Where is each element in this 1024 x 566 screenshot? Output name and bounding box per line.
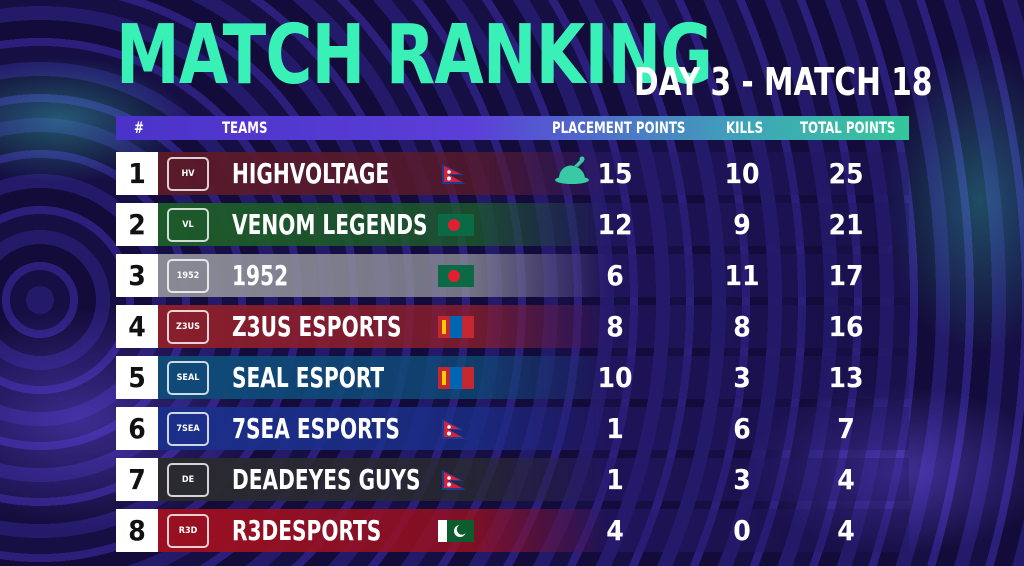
- placement-points: 15: [597, 157, 633, 190]
- placement-points: 1: [606, 463, 624, 496]
- rank-cell: 7: [116, 458, 158, 501]
- rank-cell: 1: [116, 152, 158, 195]
- team-emblem-icon: R3D: [167, 513, 209, 548]
- nepal-flag-icon: [438, 163, 474, 185]
- total-points: 4: [837, 514, 855, 547]
- bangladesh-flag-icon: [438, 265, 474, 287]
- table-row: 3 1952 1952 6 11 17: [116, 254, 909, 297]
- team-emblem-icon: HV: [167, 156, 209, 191]
- kills: 3: [733, 361, 751, 394]
- kills: 10: [724, 157, 760, 190]
- chicken-dinner-icon: [554, 156, 590, 190]
- table-row: 5 SEAL SEAL ESPORT 10 3 13: [116, 356, 909, 399]
- total-points: 17: [828, 259, 864, 292]
- kills: 3: [733, 463, 751, 496]
- mongolia-flag-icon: [438, 367, 474, 389]
- team-emblem-icon: SEAL: [167, 360, 209, 395]
- rank-cell: 8: [116, 509, 158, 552]
- bangladesh-flag-icon: [438, 214, 474, 236]
- team-name: 1952: [232, 259, 289, 292]
- placement-points: 1: [606, 412, 624, 445]
- team-name: VENOM LEGENDS: [232, 208, 428, 241]
- placement-points: 4: [606, 514, 624, 547]
- team-emblem-icon: 7SEA: [167, 411, 209, 446]
- col-total: TOTAL POINTS: [800, 118, 896, 137]
- team-logo: DE: [160, 458, 216, 501]
- kills: 8: [733, 310, 751, 343]
- team-logo: HV: [160, 152, 216, 195]
- total-points: 4: [837, 463, 855, 496]
- mongolia-flag-icon: [438, 316, 474, 338]
- table-row: 1 HV HIGHVOLTAGE 15 10 25: [116, 152, 909, 195]
- nepal-flag-icon: [438, 469, 474, 491]
- team-emblem-icon: VL: [167, 207, 209, 242]
- placement-points: 12: [597, 208, 633, 241]
- rank-cell: 6: [116, 407, 158, 450]
- team-logo: Z3US: [160, 305, 216, 348]
- team-name: HIGHVOLTAGE: [232, 157, 390, 190]
- page-title: MATCH RANKING: [116, 8, 713, 103]
- team-name: R3DESPORTS: [232, 514, 382, 547]
- table-row: 6 7SEA 7SEA ESPORTS 1 6 7: [116, 407, 909, 450]
- col-teams: TEAMS: [222, 118, 268, 137]
- total-points: 25: [828, 157, 864, 190]
- team-emblem-icon: Z3US: [167, 309, 209, 344]
- team-logo: 1952: [160, 254, 216, 297]
- kills: 11: [724, 259, 760, 292]
- rank-cell: 4: [116, 305, 158, 348]
- total-points: 16: [828, 310, 864, 343]
- placement-points: 10: [597, 361, 633, 394]
- match-subtitle: DAY 3 - MATCH 18: [634, 60, 933, 104]
- team-emblem-icon: 1952: [167, 258, 209, 293]
- table-row: 4 Z3US Z3US ESPORTS 8 8 16: [116, 305, 909, 348]
- table-row: 8 R3D R3DESPORTS 4 0 4: [116, 509, 909, 552]
- team-name: SEAL ESPORT: [232, 361, 385, 394]
- team-logo: VL: [160, 203, 216, 246]
- kills: 0: [733, 514, 751, 547]
- team-emblem-icon: DE: [167, 462, 209, 497]
- table-row: 7 DE DEADEYES GUYS 1 3 4: [116, 458, 909, 501]
- team-name: 7SEA ESPORTS: [232, 412, 400, 445]
- table-row: 2 VL VENOM LEGENDS 12 9 21: [116, 203, 909, 246]
- total-points: 13: [828, 361, 864, 394]
- nepal-flag-icon: [438, 418, 474, 440]
- total-points: 21: [828, 208, 864, 241]
- team-logo: R3D: [160, 509, 216, 552]
- kills: 9: [733, 208, 751, 241]
- rank-cell: 3: [116, 254, 158, 297]
- rank-cell: 5: [116, 356, 158, 399]
- rank-cell: 2: [116, 203, 158, 246]
- placement-points: 6: [606, 259, 624, 292]
- pakistan-flag-icon: [438, 520, 474, 542]
- placement-points: 8: [606, 310, 624, 343]
- kills: 6: [733, 412, 751, 445]
- table-header: # TEAMS PLACEMENT POINTS KILLS TOTAL POI…: [116, 116, 909, 140]
- team-logo: SEAL: [160, 356, 216, 399]
- team-name: DEADEYES GUYS: [232, 463, 421, 496]
- col-placement: PLACEMENT POINTS: [552, 118, 686, 137]
- total-points: 7: [837, 412, 855, 445]
- col-kills: KILLS: [726, 118, 764, 137]
- col-rank: #: [134, 118, 144, 137]
- team-name: Z3US ESPORTS: [232, 310, 402, 343]
- team-logo: 7SEA: [160, 407, 216, 450]
